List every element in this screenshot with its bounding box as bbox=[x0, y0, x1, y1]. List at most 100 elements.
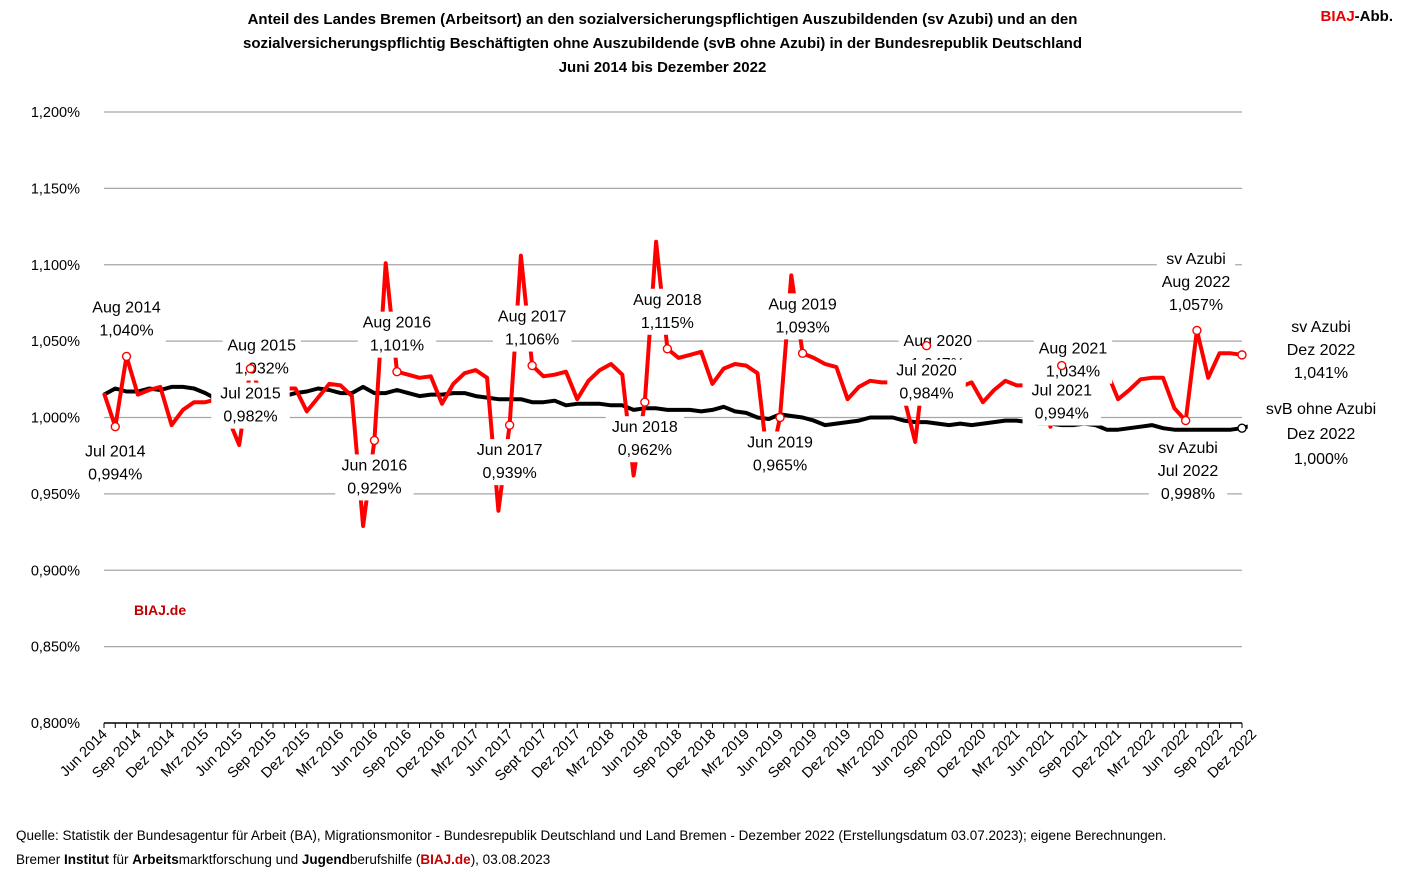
source-link: BIAJ.de bbox=[420, 852, 471, 867]
annotation-label: Aug 2016 1,101% bbox=[357, 311, 437, 358]
annotation-text: Jul 2022 bbox=[1158, 463, 1219, 480]
annotation-bg bbox=[1033, 337, 1113, 384]
brand-label-red: BIAJ bbox=[1320, 8, 1355, 25]
title-line-3: Juni 2014 bis Dezember 2022 bbox=[558, 59, 767, 76]
annotation-bg bbox=[1281, 316, 1361, 385]
annotation-marker bbox=[504, 420, 515, 430]
annotation-text: 1,115% bbox=[641, 315, 694, 332]
annotation-marker bbox=[527, 360, 537, 371]
callout-jul-2022: sv Azubi Jul 2022 0,998% bbox=[1148, 437, 1228, 506]
annotations: Aug 2014 1,040% Jul 2014 0,994% Aug 2015 1,03… bbox=[76, 248, 1395, 506]
brand-label-rest: -Abb. bbox=[1354, 8, 1393, 25]
annotation-label: Aug 2017 1,106% bbox=[492, 305, 572, 352]
y-tick-label: 0,950% bbox=[31, 487, 80, 503]
source-line-2: Bremer Institut für Arbeitsmarktforschun… bbox=[16, 848, 1166, 872]
annotation-text: Jul 2020 bbox=[896, 363, 957, 380]
annotation-bg bbox=[763, 293, 842, 340]
annotation-text: 0,962% bbox=[618, 442, 672, 459]
annotation-text: Aug 2022 bbox=[1162, 274, 1231, 291]
callout-dez-2022-azubi: sv Azubi Dez 2022 1,041% bbox=[1281, 316, 1361, 385]
annotation-text: sv Azubi bbox=[1291, 319, 1351, 336]
source-text-a: Bremer bbox=[16, 852, 65, 867]
y-tick-label: 1,100% bbox=[31, 258, 80, 274]
annotation-marker bbox=[121, 351, 132, 362]
annotation-marker bbox=[921, 341, 932, 351]
annotation-text: Jun 2016 bbox=[341, 457, 407, 474]
annotation-text: 0,998% bbox=[1161, 486, 1215, 503]
annotation-text: Jun 2018 bbox=[612, 419, 678, 436]
annotation-bg bbox=[740, 431, 820, 478]
annotation-marker bbox=[110, 421, 120, 432]
y-tick-label: 1,000% bbox=[31, 411, 80, 427]
annotation-bg bbox=[887, 359, 966, 406]
annotation-marker bbox=[392, 366, 402, 377]
annotation-marker bbox=[1237, 350, 1247, 360]
annotation-text: 0,929% bbox=[347, 480, 401, 497]
y-tick-label: 1,050% bbox=[31, 334, 80, 350]
chart-title: Anteil des Landes Bremen (Arbeitsort) an… bbox=[100, 8, 1225, 80]
y-axis-ticks: 1,200% 1,150% 1,100% 1,050% 1,000% 0,950% 0,90… bbox=[31, 105, 80, 732]
annotation-marker bbox=[1057, 360, 1067, 371]
annotation-label: Jun 2018 0,962% bbox=[605, 416, 685, 463]
annotation-marker bbox=[1237, 423, 1247, 433]
annotation-label: Jun 2019 0,965% bbox=[740, 431, 820, 478]
series-line-svb-ohne-azubi bbox=[103, 384, 1322, 432]
annotation-bg bbox=[335, 454, 414, 501]
annotation-bg bbox=[470, 439, 549, 486]
annotation-text: Jun 2017 bbox=[477, 442, 543, 459]
annotation-text: Aug 2020 bbox=[904, 333, 973, 350]
annotation-marker bbox=[662, 344, 673, 354]
annotation-bg bbox=[628, 288, 707, 335]
annotation-text: 1,034% bbox=[1046, 364, 1100, 381]
annotation-bg bbox=[1148, 437, 1228, 506]
annotation-text: svB ohne Azubi bbox=[1266, 401, 1376, 418]
annotation-text: 0,939% bbox=[482, 465, 536, 482]
annotation-marker bbox=[775, 412, 785, 423]
annotation-text: Jul 2015 bbox=[220, 386, 281, 403]
annotation-text: Jul 2014 bbox=[85, 444, 146, 461]
annotation-marker bbox=[245, 363, 256, 374]
annotation-bg bbox=[1022, 379, 1101, 426]
annotation-bg bbox=[492, 305, 572, 352]
x-axis bbox=[103, 722, 1243, 728]
y-tick-label: 0,850% bbox=[31, 640, 80, 656]
annotation-text: Aug 2015 bbox=[227, 338, 296, 355]
annotation-text: 1,041% bbox=[1294, 365, 1348, 382]
annotation-marker bbox=[1180, 415, 1191, 426]
annotation-bg bbox=[76, 440, 155, 487]
source-text-c: für bbox=[109, 852, 133, 867]
annotation-label: Aug 2014 1,040% bbox=[87, 296, 166, 343]
y-tick-label: 0,800% bbox=[31, 716, 80, 732]
annotation-label: Jun 2016 0,929% bbox=[335, 454, 414, 501]
annotation-label: Aug 2018 1,115% bbox=[628, 288, 707, 335]
annotation-label: Jul 2014 0,994% bbox=[76, 440, 155, 487]
annotation-text: Jul 2021 bbox=[1031, 383, 1092, 400]
annotation-bg bbox=[1156, 248, 1236, 317]
annotation-text: Aug 2021 bbox=[1039, 341, 1108, 358]
annotation-bg bbox=[1247, 396, 1395, 471]
annotation-bg bbox=[605, 416, 685, 463]
source-text-g: berufshilfe ( bbox=[349, 852, 421, 867]
annotation-marker bbox=[1192, 325, 1202, 336]
annotation-text: sv Azubi bbox=[1158, 440, 1218, 457]
annotation-bg bbox=[211, 382, 290, 429]
callout-dez-2022-svb: svB ohne Azubi Dez 2022 1,000% bbox=[1247, 396, 1395, 471]
title-line-1: Anteil des Landes Bremen (Arbeitsort) an… bbox=[247, 11, 1078, 28]
annotation-text: 1,040% bbox=[99, 322, 153, 339]
annotation-text: 0,984% bbox=[899, 386, 953, 403]
annotation-text: Aug 2016 bbox=[363, 315, 432, 332]
annotation-label: Jun 2017 0,939% bbox=[470, 439, 549, 486]
annotation-text: Aug 2017 bbox=[498, 309, 567, 326]
brand-label: BIAJ-Abb. bbox=[1320, 8, 1393, 25]
annotation-text: 1,093% bbox=[775, 319, 829, 336]
annotation-text: 0,965% bbox=[753, 458, 807, 475]
source-text-e: marktforschung und bbox=[178, 852, 302, 867]
annotation-label: Aug 2021 1,034% bbox=[1033, 337, 1113, 384]
watermark: BIAJ.de bbox=[134, 602, 187, 618]
source-text-b: Institut bbox=[64, 852, 110, 867]
annotation-bg bbox=[222, 334, 301, 381]
annotation-text: 1,032% bbox=[235, 361, 289, 378]
annotation-text: sv Azubi bbox=[1166, 251, 1226, 268]
y-tick-label: 1,200% bbox=[31, 105, 80, 121]
